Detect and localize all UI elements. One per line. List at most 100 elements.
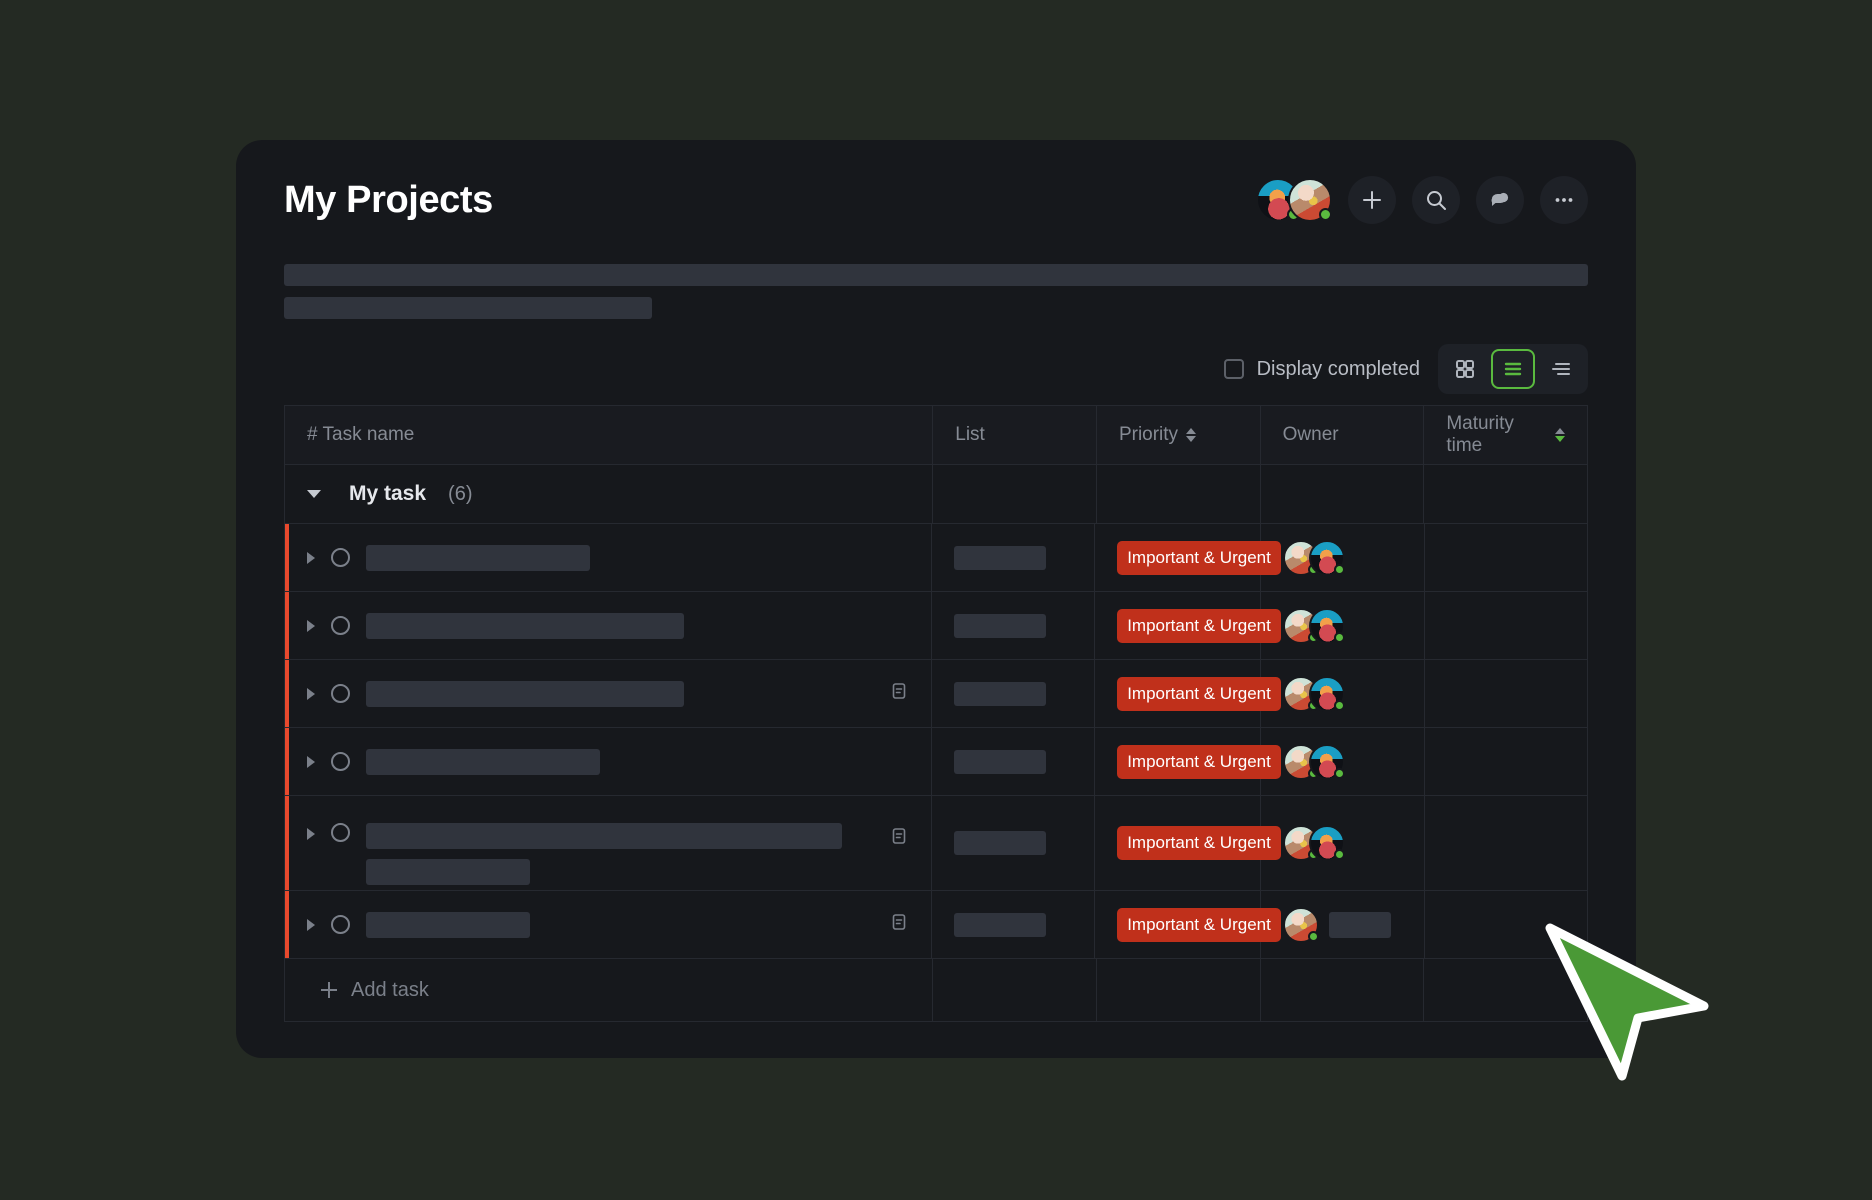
column-header-maturity-time[interactable]: Maturity time — [1424, 406, 1588, 464]
task-complete-checkbox[interactable] — [331, 684, 350, 703]
redacted-subtitle-line-1 — [284, 264, 1588, 286]
expand-chevron-right-icon[interactable] — [307, 619, 315, 632]
task-note-icon[interactable] — [889, 681, 909, 706]
table-row[interactable]: Important & Urgent — [285, 796, 1589, 891]
expand-chevron-right-icon[interactable] — [307, 755, 315, 768]
row-priority-accent-bar — [285, 728, 289, 795]
task-maturity-cell[interactable] — [1425, 524, 1589, 591]
header-avatar-stack — [1256, 178, 1332, 222]
column-header-owner[interactable]: Owner — [1261, 406, 1425, 464]
add-task-button[interactable]: Add task — [285, 959, 934, 1021]
avatar-kid[interactable] — [1288, 178, 1332, 222]
task-name-cell[interactable] — [285, 796, 932, 890]
task-owner-cell[interactable] — [1261, 728, 1425, 795]
row-priority-accent-bar — [285, 891, 289, 958]
list-view-icon — [1504, 362, 1522, 376]
task-name-cell[interactable] — [285, 592, 932, 659]
task-list-cell[interactable] — [932, 891, 1096, 958]
task-maturity-cell[interactable] — [1425, 660, 1589, 727]
task-name-cell[interactable] — [285, 891, 932, 958]
task-complete-checkbox[interactable] — [331, 752, 350, 771]
task-group-row[interactable]: My task (6) — [285, 465, 1588, 524]
priority-badge[interactable]: Important & Urgent — [1117, 744, 1281, 779]
task-list-cell[interactable] — [932, 592, 1096, 659]
task-owner-cell[interactable] — [1261, 660, 1425, 727]
task-note-icon[interactable] — [889, 912, 909, 937]
table-row[interactable]: Important & Urgent — [285, 592, 1589, 660]
add-task-row[interactable]: Add task — [285, 959, 1588, 1022]
column-header-maturity-label: Maturity time — [1446, 413, 1514, 456]
task-name-cell[interactable] — [285, 728, 932, 795]
table-row[interactable]: Important & Urgent — [285, 524, 1589, 592]
online-status-dot — [1334, 849, 1346, 860]
owner-avatar[interactable] — [1283, 906, 1320, 943]
display-completed-checkbox[interactable] — [1223, 359, 1244, 379]
owner-avatar[interactable] — [1309, 607, 1346, 644]
task-owner-cell[interactable] — [1261, 891, 1425, 958]
task-note-icon[interactable] — [889, 826, 909, 851]
priority-badge[interactable]: Important & Urgent — [1117, 540, 1281, 575]
redacted-task-name — [366, 823, 842, 849]
table-header: # Task name List Priority Owner Maturity… — [285, 406, 1588, 465]
task-priority-cell[interactable]: Important & Urgent — [1095, 592, 1281, 659]
task-complete-checkbox[interactable] — [331, 823, 350, 842]
task-name-cell[interactable] — [285, 660, 932, 727]
column-header-task-name[interactable]: # Task name — [285, 406, 934, 464]
task-priority-cell[interactable]: Important & Urgent — [1095, 660, 1281, 727]
priority-sort-arrows-icon[interactable] — [1186, 428, 1197, 442]
owner-avatar[interactable] — [1309, 743, 1346, 780]
task-priority-cell[interactable]: Important & Urgent — [1095, 524, 1281, 591]
more-options-button[interactable] — [1540, 176, 1588, 224]
table-row[interactable]: Important & Urgent — [285, 891, 1589, 959]
task-maturity-cell[interactable] — [1425, 891, 1589, 958]
table-row[interactable]: Important & Urgent — [285, 728, 1589, 796]
task-list-cell[interactable] — [932, 728, 1096, 795]
table-header-row: # Task name List Priority Owner Maturity… — [285, 406, 1588, 465]
expand-chevron-right-icon[interactable] — [307, 918, 315, 931]
grid-view-icon — [1456, 360, 1474, 378]
task-priority-cell[interactable]: Important & Urgent — [1095, 728, 1281, 795]
task-group-count: (6) — [448, 482, 473, 505]
list-view-button[interactable] — [1491, 349, 1535, 389]
redacted-list-name — [953, 912, 1046, 937]
task-priority-cell[interactable]: Important & Urgent — [1095, 796, 1281, 890]
board-view-button[interactable] — [1443, 349, 1487, 389]
task-maturity-cell[interactable] — [1425, 728, 1589, 795]
add-task-maturity-cell — [1424, 959, 1588, 1021]
task-complete-checkbox[interactable] — [331, 915, 350, 934]
priority-badge[interactable]: Important & Urgent — [1117, 676, 1281, 711]
page-title: My Projects — [284, 178, 493, 221]
column-header-priority[interactable]: Priority — [1097, 406, 1261, 464]
priority-badge[interactable]: Important & Urgent — [1117, 826, 1281, 860]
task-complete-checkbox[interactable] — [331, 548, 350, 567]
sort-view-button[interactable] — [1539, 349, 1583, 389]
add-button[interactable] — [1348, 176, 1396, 224]
priority-badge[interactable]: Important & Urgent — [1117, 608, 1281, 643]
display-completed-toggle[interactable]: Display completed — [1223, 358, 1420, 381]
search-button[interactable] — [1412, 176, 1460, 224]
maturity-sort-arrows-icon[interactable] — [1555, 428, 1565, 442]
owner-avatar[interactable] — [1309, 825, 1346, 861]
task-owner-cell[interactable] — [1261, 524, 1425, 591]
expand-chevron-right-icon[interactable] — [307, 551, 315, 564]
owner-avatar[interactable] — [1309, 675, 1346, 712]
task-owner-cell[interactable] — [1261, 796, 1425, 890]
expand-chevron-right-icon[interactable] — [307, 687, 315, 700]
task-list-cell[interactable] — [932, 660, 1096, 727]
table-row[interactable]: Important & Urgent — [285, 660, 1589, 728]
expand-chevron-right-icon[interactable] — [307, 828, 315, 840]
owner-avatar[interactable] — [1309, 539, 1346, 576]
task-maturity-cell[interactable] — [1425, 592, 1589, 659]
task-list-cell[interactable] — [932, 524, 1096, 591]
task-name-cell[interactable] — [285, 524, 932, 591]
task-maturity-cell[interactable] — [1425, 796, 1589, 890]
plus-icon — [1363, 191, 1381, 209]
priority-badge[interactable]: Important & Urgent — [1117, 907, 1281, 942]
comments-button[interactable] — [1476, 176, 1524, 224]
column-header-list[interactable]: List — [933, 406, 1097, 464]
task-complete-checkbox[interactable] — [331, 616, 350, 635]
task-owner-cell[interactable] — [1261, 592, 1425, 659]
collapse-caret-down-icon[interactable] — [307, 490, 321, 498]
task-list-cell[interactable] — [932, 796, 1096, 890]
task-priority-cell[interactable]: Important & Urgent — [1095, 891, 1281, 958]
